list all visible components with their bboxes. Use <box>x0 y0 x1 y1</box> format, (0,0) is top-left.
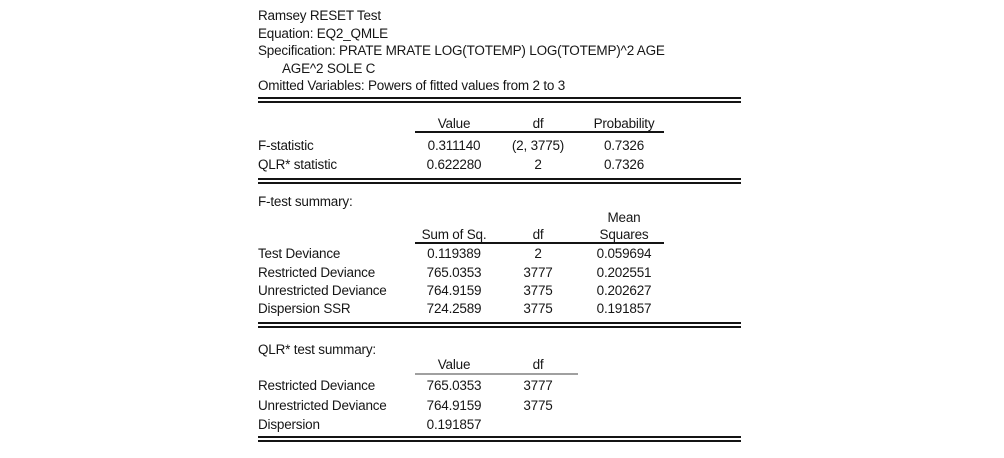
specification-line: Specification: PRATE MRATE LOG(TOTEMP) L… <box>258 43 665 58</box>
cell-sum-sq: 764.9159 <box>426 283 482 298</box>
cell-value: 764.9159 <box>426 398 482 413</box>
cell-df: 3777 <box>523 265 553 280</box>
stat-table-header-underline <box>415 131 664 133</box>
table-row: Dispersion SSR 724.2589 3775 0.191857 <box>258 301 665 316</box>
stat-header-value: Value <box>437 116 471 131</box>
f-test-header-underline <box>415 242 664 244</box>
row-label: Restricted Deviance <box>258 265 376 280</box>
qlr-header-value: Value <box>437 357 471 372</box>
report-title: Ramsey RESET Test <box>258 8 381 23</box>
omitted-variables-line: Omitted Variables: Powers of fitted valu… <box>258 78 566 93</box>
cell-sum-sq: 0.119389 <box>427 246 481 261</box>
f-test-header-df: df <box>532 227 544 242</box>
double-rule-after-f-test <box>258 322 741 328</box>
cell-mean-sq: 0.202627 <box>596 283 652 298</box>
f-test-header-sum-sq: Sum of Sq. <box>421 227 487 242</box>
stat-header-probability: Probability <box>593 116 655 131</box>
cell-value: 0.191857 <box>426 417 482 432</box>
cell-value: 765.0353 <box>426 378 482 393</box>
cell-empty <box>583 378 665 393</box>
cell-df: 3777 <box>523 378 553 393</box>
table-row: F-statistic 0.311140 (2, 3775) 0.7326 <box>258 138 665 153</box>
cell-value: 0.622280 <box>426 157 482 172</box>
cell-prob: 0.7326 <box>603 138 645 153</box>
cell-df: 3775 <box>523 301 553 316</box>
cell-mean-sq: 0.191857 <box>596 301 652 316</box>
f-test-header-row: Sum of Sq. df Squares <box>258 227 665 242</box>
table-row: Test Deviance 0.119389 2 0.059694 <box>258 246 665 261</box>
equation-line: Equation: EQ2_QMLE <box>258 26 388 41</box>
row-label: Unrestricted Deviance <box>258 398 387 413</box>
row-label: Restricted Deviance <box>258 378 376 393</box>
qlr-header-underline <box>415 373 578 375</box>
table-row: Dispersion 0.191857 <box>258 417 665 432</box>
cell-df: (2, 3775) <box>511 138 565 153</box>
table-row: Unrestricted Deviance 764.9159 3775 0.20… <box>258 283 665 298</box>
cell-empty <box>583 398 665 413</box>
qlr-header-spacer <box>258 357 415 372</box>
cell-df <box>493 417 583 432</box>
stat-header-df: df <box>532 116 544 131</box>
cell-empty <box>583 417 665 432</box>
table-row: Restricted Deviance 765.0353 3777 <box>258 378 665 393</box>
cell-prob: 0.7326 <box>603 157 645 172</box>
table-row: QLR* statistic 0.622280 2 0.7326 <box>258 157 665 172</box>
row-label: Unrestricted Deviance <box>258 283 387 298</box>
f-test-summary-title: F-test summary: <box>258 194 353 209</box>
cell-sum-sq: 765.0353 <box>426 265 482 280</box>
cell-df: 3775 <box>523 398 553 413</box>
cell-sum-sq: 724.2589 <box>426 301 482 316</box>
qlr-test-summary-title: QLR* test summary: <box>258 342 376 357</box>
specification-continuation: AGE^2 SOLE C <box>282 61 376 76</box>
row-label: Dispersion SSR <box>258 301 351 316</box>
double-rule-after-stats <box>258 178 741 184</box>
row-label: QLR* statistic <box>258 157 337 172</box>
cell-value: 0.311140 <box>427 138 481 153</box>
cell-df: 3775 <box>523 283 553 298</box>
cell-df: 2 <box>534 157 542 172</box>
double-rule-top <box>258 97 741 103</box>
f-test-header-squares: Squares <box>599 227 649 242</box>
stat-header-spacer <box>258 116 415 131</box>
cell-mean-sq: 0.059694 <box>596 246 652 261</box>
qlr-header-df: df <box>532 357 544 372</box>
row-label: F-statistic <box>258 138 314 153</box>
qlr-header-spacer-right <box>583 357 665 372</box>
row-label: Test Deviance <box>258 246 341 261</box>
table-row: Restricted Deviance 765.0353 3777 0.2025… <box>258 265 665 280</box>
row-label: Dispersion <box>258 417 320 432</box>
qlr-header-row: Value df <box>258 357 665 372</box>
cell-mean-sq: 0.202551 <box>596 265 652 280</box>
f-test-header-spacer <box>258 227 415 242</box>
table-row: Unrestricted Deviance 764.9159 3775 <box>258 398 665 413</box>
double-rule-bottom <box>258 436 741 442</box>
f-test-header-mean: Mean <box>607 210 641 225</box>
cell-df: 2 <box>534 246 542 261</box>
stat-table-header-row: Value df Probability <box>258 116 665 131</box>
